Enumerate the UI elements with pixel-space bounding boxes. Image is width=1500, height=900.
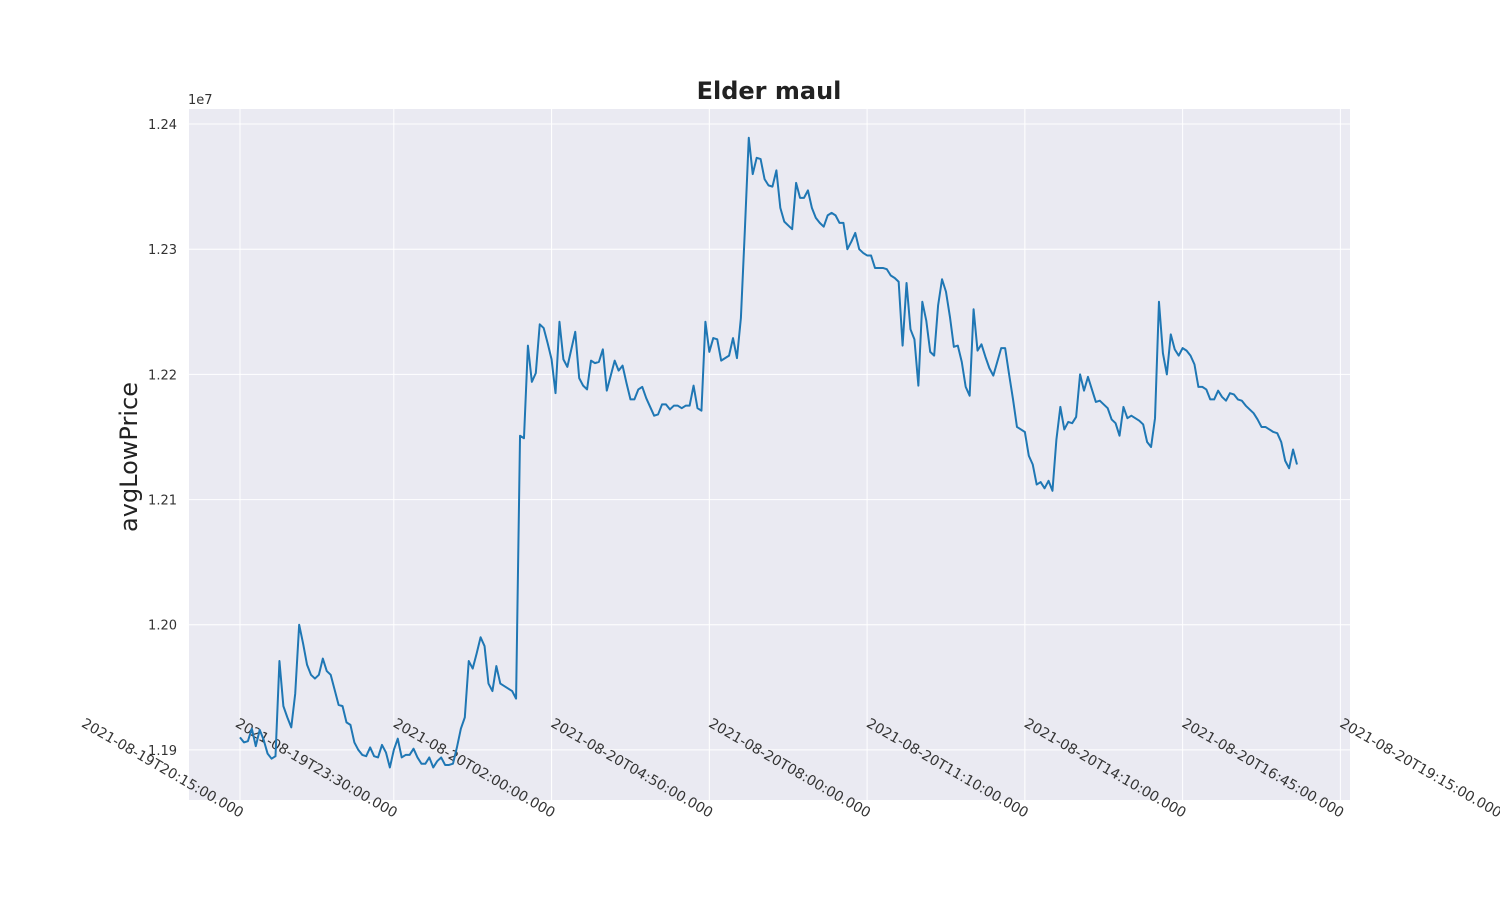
- x-tick-label: 2021-08-20T19:15:00.000: [1337, 716, 1500, 822]
- y-tick-label: 1.19: [148, 744, 177, 759]
- series-line: [239, 136, 1298, 769]
- y-axis-offset-label: 1e7: [188, 93, 213, 108]
- y-tick-label: 1.24: [148, 118, 177, 133]
- chart-title: Elder maul: [697, 77, 842, 105]
- plot-area: [189, 109, 1350, 800]
- y-tick-label: 1.20: [148, 619, 177, 634]
- y-tick-label: 1.21: [148, 494, 177, 509]
- y-tick-labels: 1.19 1.20 1.21 1.22 1.23 1.24: [148, 118, 177, 759]
- y-tick-label: 1.22: [148, 368, 177, 383]
- y-axis-label: avgLowPrice: [115, 382, 143, 532]
- gridlines: [189, 109, 1499, 800]
- y-tick-label: 1.23: [148, 243, 177, 258]
